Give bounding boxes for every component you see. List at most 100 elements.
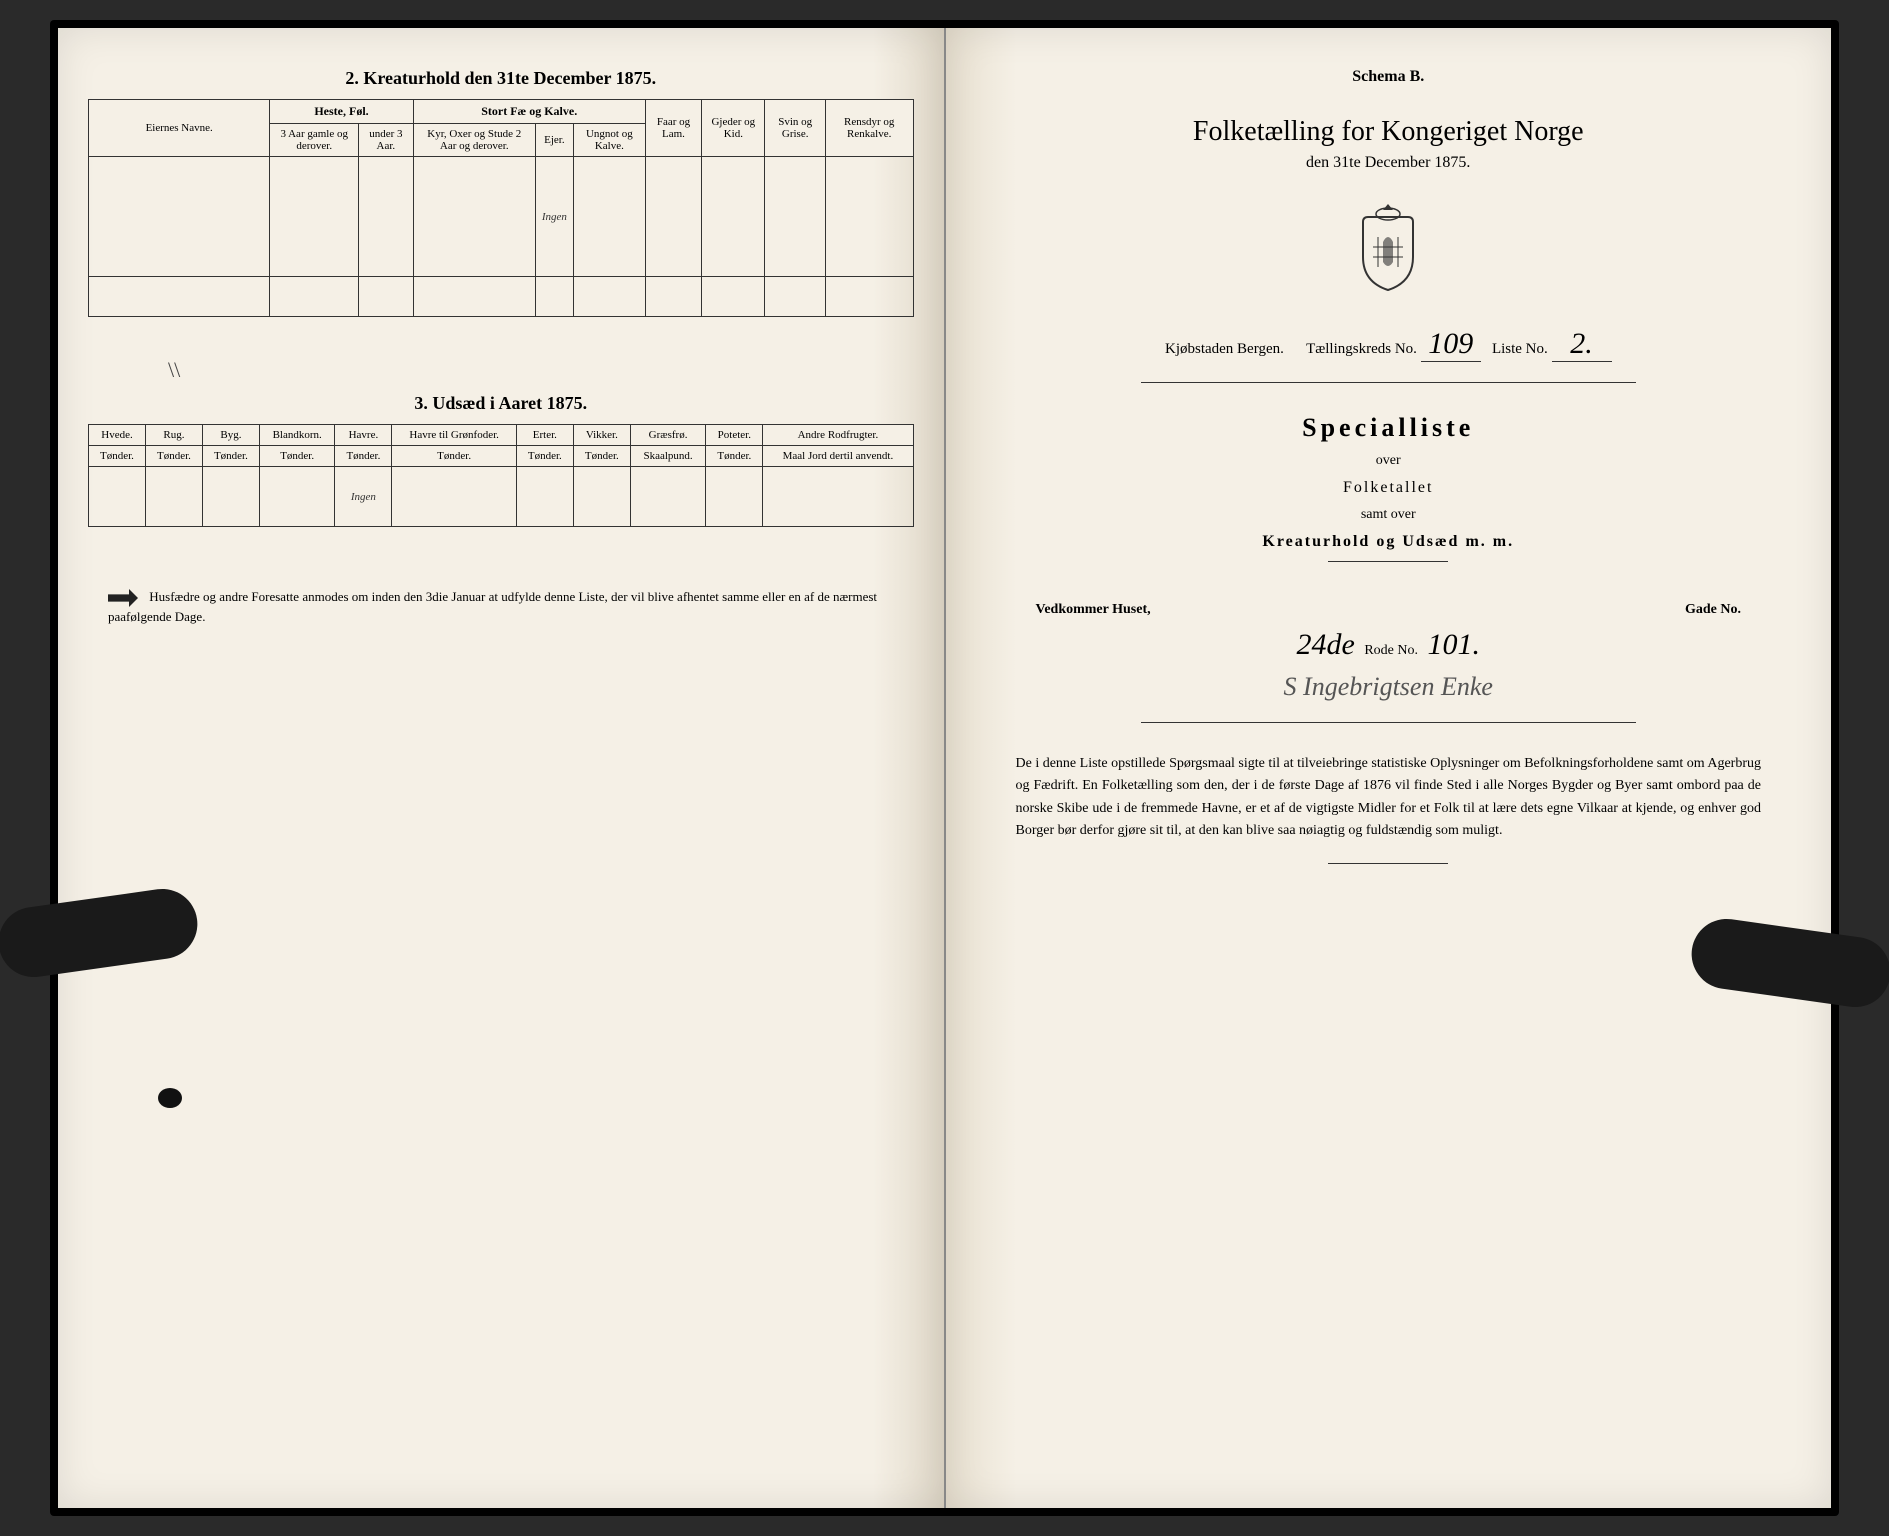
cell xyxy=(270,157,359,277)
schema-label: Schema B. xyxy=(976,68,1802,86)
cell xyxy=(706,467,763,527)
divider xyxy=(1141,382,1636,383)
pointing-hand-icon xyxy=(108,589,138,607)
sub-calves: Ungnot og Kalve. xyxy=(573,124,645,157)
footnote: Husfædre og andre Foresatte anmodes om i… xyxy=(88,587,914,627)
left-page: 2. Kreaturhold den 31te December 1875. E… xyxy=(58,28,946,1508)
unit: Tønder. xyxy=(259,446,335,467)
cell xyxy=(413,157,535,277)
cell xyxy=(270,277,359,317)
liste-number: 2. xyxy=(1552,327,1612,362)
over-label: over xyxy=(976,453,1802,469)
rode-label: Rode No. xyxy=(1364,643,1418,658)
col-graesfro: Græsfrø. xyxy=(630,425,706,446)
cell xyxy=(702,277,765,317)
col-blandkorn: Blandkorn. xyxy=(259,425,335,446)
cell xyxy=(413,277,535,317)
rode-number: 101. xyxy=(1422,628,1487,662)
liste-label: Liste No. xyxy=(1492,341,1548,357)
col-poteter: Poteter. xyxy=(706,425,763,446)
cell-ingen: Ingen xyxy=(335,467,392,527)
section2-title: 2. Kreaturhold den 31te December 1875. xyxy=(88,68,914,89)
cell xyxy=(392,467,516,527)
col-goats: Gjeder og Kid. xyxy=(702,100,765,157)
rode-prefix: 24de xyxy=(1291,628,1361,662)
sub-owner: Ejer. xyxy=(535,124,573,157)
unit: Tønder. xyxy=(392,446,516,467)
sub-cows: Kyr, Oxer og Stude 2 Aar og derover. xyxy=(413,124,535,157)
samt-over-label: samt over xyxy=(976,507,1802,523)
unit: Maal Jord dertil anvendt. xyxy=(763,446,913,467)
cell xyxy=(573,467,630,527)
col-pigs: Svin og Grise. xyxy=(765,100,825,157)
cell xyxy=(145,467,202,527)
cell xyxy=(763,467,913,527)
col-reindeer: Rensdyr og Renkalve. xyxy=(825,100,913,157)
col-havre: Havre. xyxy=(335,425,392,446)
cell xyxy=(645,157,701,277)
cell-ingen: Ingen xyxy=(535,157,573,277)
col-cattle: Stort Fæ og Kalve. xyxy=(413,100,645,124)
cell xyxy=(630,467,706,527)
kreatur-label: Kreaturhold og Udsæd m. m. xyxy=(976,533,1802,551)
footnote-text: Husfædre og andre Foresatte anmodes om i… xyxy=(108,589,877,624)
unit: Tønder. xyxy=(573,446,630,467)
sub-3yr: 3 Aar gamle og derover. xyxy=(270,124,359,157)
col-vikker: Vikker. xyxy=(573,425,630,446)
cell xyxy=(359,157,414,277)
col-erter: Erter. xyxy=(516,425,573,446)
gade-label: Gade No. xyxy=(1685,602,1741,618)
taelling-number: 109 xyxy=(1421,327,1481,362)
cell xyxy=(702,157,765,277)
col-havre-gron: Havre til Grønfoder. xyxy=(392,425,516,446)
cell-owner xyxy=(89,157,270,277)
col-hvede: Hvede. xyxy=(89,425,146,446)
col-byg: Byg. xyxy=(202,425,259,446)
livestock-table: Eiernes Navne. Heste, Føl. Stort Fæ og K… xyxy=(88,99,914,317)
cell xyxy=(825,157,913,277)
kjobstad-label: Kjøbstaden Bergen. xyxy=(1165,341,1284,357)
cell xyxy=(825,277,913,317)
cell xyxy=(202,467,259,527)
cell xyxy=(89,277,270,317)
cell xyxy=(259,467,335,527)
specialliste-title: Specialliste xyxy=(976,413,1802,443)
cell xyxy=(765,157,825,277)
sub-under3: under 3 Aar. xyxy=(359,124,414,157)
vedkommer-label: Vedkommer Huset, xyxy=(1036,602,1151,618)
unit: Tønder. xyxy=(202,446,259,467)
book-spread: 2. Kreaturhold den 31te December 1875. E… xyxy=(50,20,1839,1516)
vedkommer-row: Vedkommer Huset, Gade No. xyxy=(1036,602,1742,618)
body-paragraph: De i denne Liste opstillede Spørgsmaal s… xyxy=(1016,753,1762,843)
folketallet-label: Folketallet xyxy=(976,479,1802,497)
rode-line: 24de Rode No. 101. xyxy=(976,628,1802,662)
signature: S Ingebrigtsen Enke xyxy=(976,672,1802,702)
col-rug: Rug. xyxy=(145,425,202,446)
col-owner: Eiernes Navne. xyxy=(89,100,270,157)
col-sheep: Faar og Lam. xyxy=(645,100,701,157)
cell xyxy=(645,277,701,317)
coat-of-arms-icon xyxy=(976,202,1802,297)
cell xyxy=(535,277,573,317)
unit: Tønder. xyxy=(706,446,763,467)
unit: Tønder. xyxy=(89,446,146,467)
divider-short xyxy=(1328,561,1448,562)
unit: Skaalpund. xyxy=(630,446,706,467)
divider-short xyxy=(1328,863,1448,864)
subtitle-date: den 31te December 1875. xyxy=(976,154,1802,172)
district-line: Kjøbstaden Bergen. Tællingskreds No. 109… xyxy=(976,327,1802,362)
main-title: Folketælling for Kongeriget Norge xyxy=(976,116,1802,148)
slash-marks: \\ xyxy=(88,337,914,393)
cell xyxy=(359,277,414,317)
divider xyxy=(1141,722,1636,723)
unit: Tønder. xyxy=(516,446,573,467)
cell xyxy=(573,157,645,277)
cell xyxy=(516,467,573,527)
unit: Tønder. xyxy=(145,446,202,467)
seed-table: Hvede. Rug. Byg. Blandkorn. Havre. Havre… xyxy=(88,424,914,527)
cell xyxy=(765,277,825,317)
taelling-label: Tællingskreds No. xyxy=(1306,341,1417,357)
unit: Tønder. xyxy=(335,446,392,467)
ink-blot xyxy=(158,1088,182,1108)
cell xyxy=(89,467,146,527)
